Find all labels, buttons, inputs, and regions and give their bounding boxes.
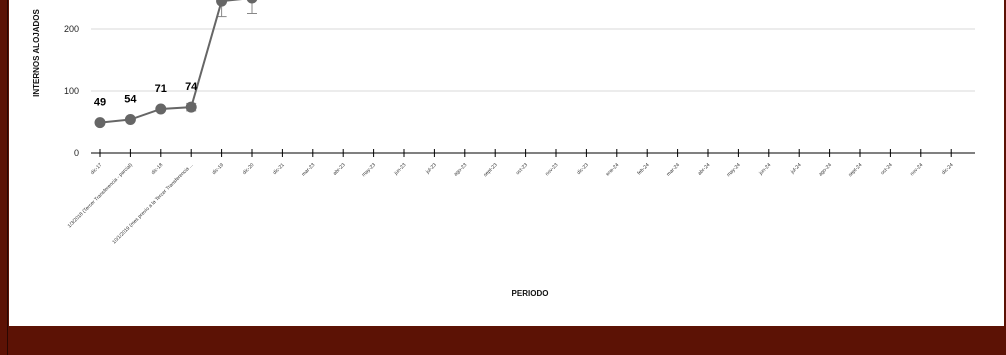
x-tick-label: dic-17	[90, 162, 104, 176]
data-point	[246, 0, 258, 4]
x-tick-label: oct-23	[515, 162, 529, 176]
y-tick-label: 200	[64, 24, 79, 34]
data-point	[124, 114, 136, 126]
x-tick-label: abr-24	[697, 162, 712, 177]
x-tick-labels: dic-171/3/2018 (Tercer Transferencia - p…	[67, 162, 955, 245]
data-labels: 49 54 71 74	[94, 81, 198, 109]
x-tick-label: abr-23	[332, 162, 347, 177]
x-tick-label: oct-24	[880, 162, 894, 176]
x-tick-label: sept-24	[847, 162, 863, 178]
x-tick-label: mar-23	[301, 162, 317, 178]
data-point	[185, 101, 197, 113]
x-axis-label: PERIODO	[512, 289, 549, 298]
series-polyline	[99, 0, 243, 124]
gridlines	[91, 28, 975, 92]
axes	[91, 149, 975, 157]
x-tick-label: ago-23	[453, 162, 468, 177]
data-label: 54	[124, 94, 137, 106]
x-tick-label: jun-24	[757, 162, 772, 177]
x-tick-label: may-24	[726, 162, 742, 178]
series-line	[99, 0, 243, 124]
x-tick-label: sept-23	[483, 162, 499, 178]
chart-panel: 0 100 200 dic-17 1/3/2018 (Tercer Transfere…	[9, 0, 1004, 326]
x-tick-label: dic-20	[242, 162, 256, 176]
x-tick-label: mar-24	[666, 162, 682, 178]
x-tick-label: dic-18	[150, 162, 164, 176]
x-tick-label: dic-24	[941, 162, 955, 176]
data-point	[216, 0, 228, 7]
x-tick-label: jun-23	[393, 162, 408, 177]
x-tick-label: 1/3/2018 (Tercer Transferencia - parcial…	[67, 162, 134, 229]
x-tick-label: jul-24	[789, 162, 803, 176]
x-tick-label: ago-24	[818, 162, 833, 177]
y-tick-labels: 0 100 200	[64, 24, 79, 158]
frame-left-line	[7, 0, 8, 355]
y-axis-label: INTERNOS ALOJADOS	[32, 8, 41, 96]
line-chart: 0 100 200 dic-171/3/2018 (Tercer Transfere…	[32, 0, 975, 298]
x-tick-label: jul-23	[424, 162, 438, 176]
x-tick-label: nov-24	[909, 162, 924, 177]
data-label: 74	[185, 81, 198, 93]
y-tick-label: 100	[64, 86, 79, 96]
x-tick-label: may-23	[361, 162, 377, 178]
x-tick-label: nov-23	[544, 162, 559, 177]
x-tick-label: feb-24	[636, 162, 650, 176]
x-tick-label: dic-21	[272, 162, 286, 176]
y-tick-label: 0	[74, 148, 79, 158]
data-points	[94, 0, 258, 129]
data-point	[155, 103, 167, 115]
x-tick-label: dic-23	[576, 162, 590, 176]
x-tick-label: ene-24	[605, 162, 620, 177]
data-point	[94, 117, 106, 129]
data-label: 71	[155, 83, 167, 95]
frame-left-border	[0, 0, 9, 326]
error-bars	[186, 0, 257, 112]
x-tick-label: dic-19	[211, 162, 225, 176]
data-label: 49	[94, 97, 106, 109]
